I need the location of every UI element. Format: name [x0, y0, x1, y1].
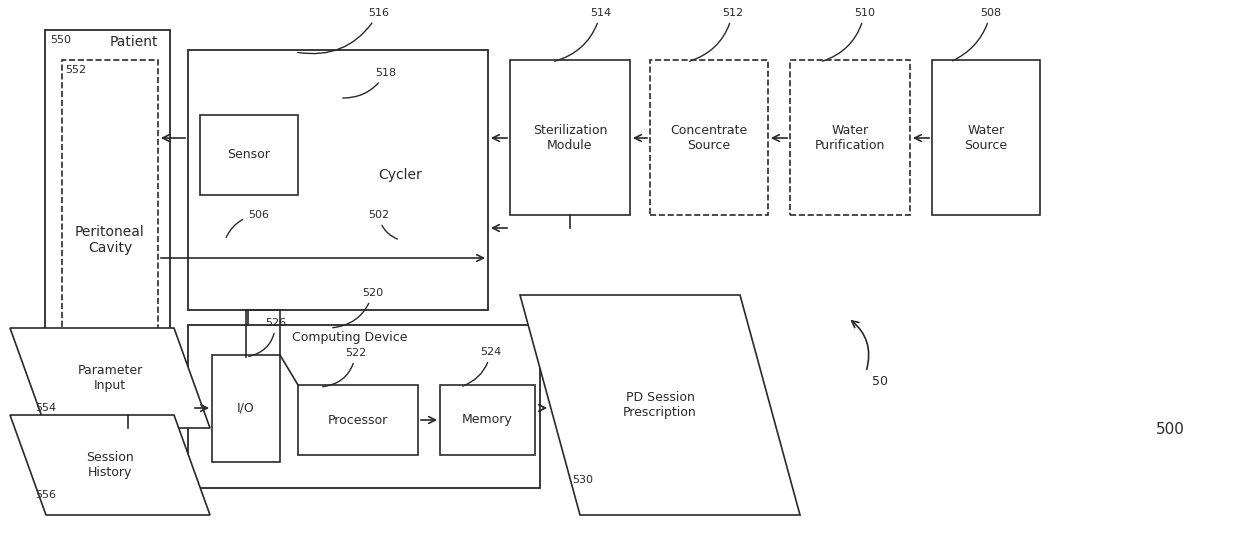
Text: 502: 502: [368, 210, 397, 239]
Text: Peritoneal
Cavity: Peritoneal Cavity: [76, 225, 145, 255]
Bar: [790, 60, 910, 215]
Text: Session
History: Session History: [86, 451, 134, 479]
Text: 556: 556: [35, 490, 56, 500]
Text: 510: 510: [822, 8, 875, 61]
Text: 520: 520: [332, 288, 383, 328]
Text: 500: 500: [1156, 422, 1185, 437]
Text: Sterilization
Module: Sterilization Module: [533, 124, 608, 152]
Text: 530: 530: [572, 475, 593, 485]
Bar: [932, 60, 1040, 215]
Text: 550: 550: [50, 35, 71, 45]
Bar: [298, 385, 418, 455]
Text: Computing Device: Computing Device: [293, 330, 408, 344]
Text: 514: 514: [554, 8, 611, 61]
Polygon shape: [10, 415, 210, 515]
Text: Processor: Processor: [327, 413, 388, 426]
Polygon shape: [10, 328, 210, 428]
Text: 526: 526: [249, 318, 286, 357]
Text: 512: 512: [689, 8, 743, 61]
Text: Concentrate
Source: Concentrate Source: [671, 124, 748, 152]
Text: PD Session
Prescription: PD Session Prescription: [624, 391, 697, 419]
Text: 516: 516: [298, 8, 389, 54]
Text: 522: 522: [322, 348, 366, 387]
Text: 524: 524: [463, 347, 501, 386]
Text: I/O: I/O: [237, 402, 255, 415]
Text: 508: 508: [952, 8, 1001, 61]
Text: Water
Source: Water Source: [965, 124, 1008, 152]
Text: Cycler: Cycler: [378, 168, 422, 182]
Text: 506: 506: [226, 210, 269, 238]
Bar: [45, 30, 170, 458]
Text: 518: 518: [342, 68, 396, 98]
Text: Patient: Patient: [110, 35, 159, 49]
Bar: [188, 325, 539, 488]
Bar: [212, 355, 280, 462]
Polygon shape: [520, 295, 800, 515]
Bar: [62, 60, 157, 420]
Text: Water
Purification: Water Purification: [815, 124, 885, 152]
Bar: [510, 60, 630, 215]
Text: Memory: Memory: [461, 413, 512, 426]
Text: 552: 552: [64, 65, 86, 75]
Text: 554: 554: [35, 403, 56, 413]
Bar: [440, 385, 534, 455]
Bar: [200, 115, 298, 195]
Bar: [650, 60, 768, 215]
Text: Sensor: Sensor: [228, 148, 270, 161]
Text: 50: 50: [872, 375, 888, 388]
Bar: [188, 50, 489, 310]
Text: Parameter
Input: Parameter Input: [77, 364, 143, 392]
